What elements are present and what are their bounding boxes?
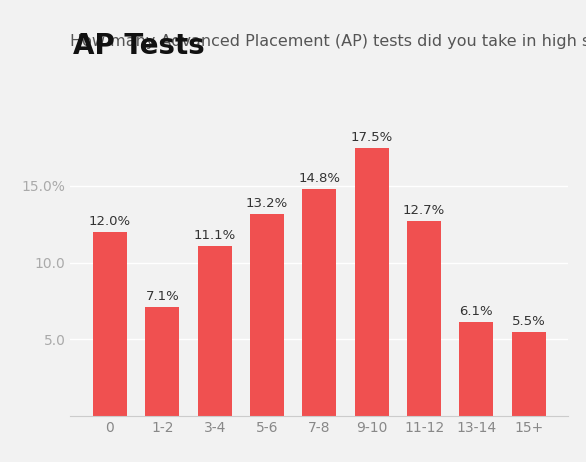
Bar — [197, 246, 231, 416]
Bar — [250, 213, 284, 416]
Text: How many Advanced Placement (AP) tests did you take in high school?: How many Advanced Placement (AP) tests d… — [70, 34, 586, 49]
Text: 12.7%: 12.7% — [403, 204, 445, 217]
Bar — [302, 189, 336, 416]
Bar — [407, 221, 441, 416]
Bar — [145, 307, 179, 416]
Text: 7.1%: 7.1% — [145, 290, 179, 303]
Bar — [512, 332, 546, 416]
Text: 13.2%: 13.2% — [246, 197, 288, 210]
Text: 14.8%: 14.8% — [298, 172, 340, 185]
Text: AP Tests: AP Tests — [73, 32, 205, 61]
Text: 11.1%: 11.1% — [193, 229, 236, 242]
Text: 12.0%: 12.0% — [89, 215, 131, 228]
Text: 5.5%: 5.5% — [512, 315, 546, 328]
Text: 17.5%: 17.5% — [350, 131, 393, 144]
Bar — [355, 148, 389, 416]
Bar — [459, 322, 493, 416]
Bar — [93, 232, 127, 416]
Text: 6.1%: 6.1% — [459, 305, 493, 318]
